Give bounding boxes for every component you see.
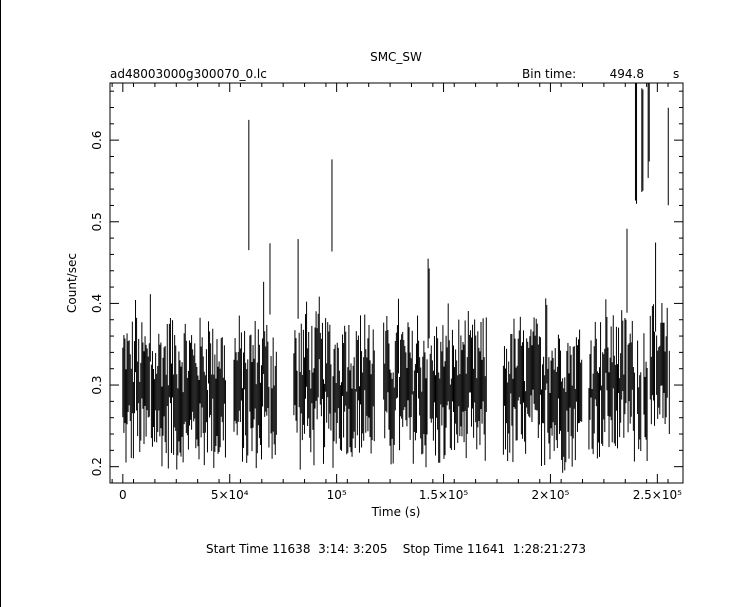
y-tick-label: 0.2 [90,457,104,476]
y-tick-label: 0.5 [90,212,104,231]
axis-ticks [110,83,683,484]
y-tick-label: 0.3 [90,375,104,394]
plot-frame [109,82,684,484]
x-tick-label: 2×10⁵ [532,488,570,502]
x-tick-label: 1.5×10⁵ [419,488,468,502]
x-tick-label: 2.5×10⁵ [633,488,682,502]
chart-title: SMC_SW [370,50,422,64]
bin-time-label: Bin time: [522,67,576,81]
bin-time-unit: s [673,67,679,81]
window-frame-edge [0,0,1,607]
y-tick-label: 0.4 [90,294,104,313]
footer-time-range: Start Time 11638 3:14: 3:205 Stop Time 1… [206,542,586,556]
data-points [122,83,670,473]
x-axis-label: Time (s) [371,505,421,519]
bin-time-value: 494.8 [610,67,644,81]
file-label: ad48003000g300070_0.lc [110,67,267,81]
x-tick-label: 5×10⁴ [211,488,249,502]
x-tick-label: 10⁵ [327,488,347,502]
axis-tick-labels: 0 5×10⁴ 10⁵ 1.5×10⁵ 2×10⁵ 2.5×10⁵ 0.2 0.3 0.4 0.5… [90,131,682,502]
y-axis-label: Count/sec [65,253,79,313]
y-tick-label: 0.6 [90,131,104,150]
x-tick-label: 0 [119,488,127,502]
